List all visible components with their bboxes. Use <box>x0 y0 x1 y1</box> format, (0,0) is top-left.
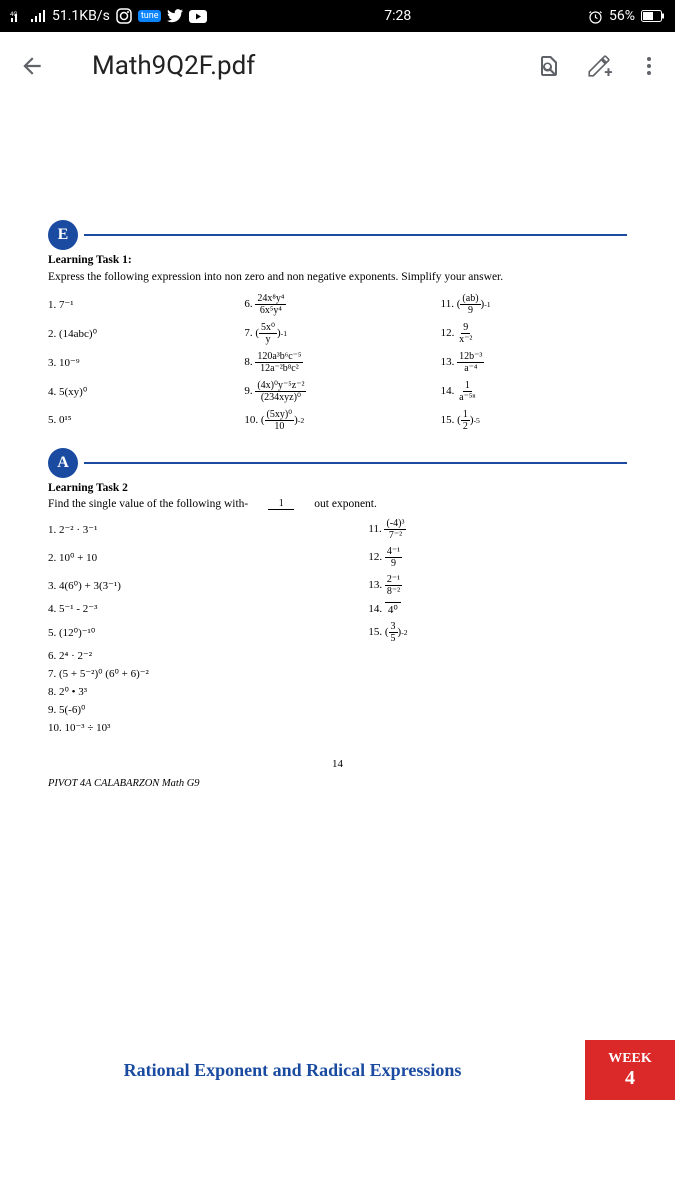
document-title: Math9Q2F.pdf <box>92 51 535 81</box>
signal-bars-icon <box>30 10 46 22</box>
item-12: 12. 9x⁻² <box>441 322 627 345</box>
more-menu-icon[interactable] <box>635 52 663 80</box>
a-item-13: 13. 2⁻¹8⁻² <box>368 574 627 597</box>
a-item-9: 9. 5(-6)⁰ <box>48 703 358 716</box>
status-time: 7:28 <box>384 8 411 24</box>
section-a-badge: A <box>48 448 78 478</box>
app-bar: Math9Q2F.pdf + <box>0 32 675 100</box>
item-1: 1. 7⁻¹ <box>48 293 234 316</box>
network-speed: 51.1KB/s <box>52 8 110 24</box>
a-item-15: 15. (35)-2 <box>368 621 627 644</box>
a-item-5: 5. (12⁰)⁻¹⁰ <box>48 621 358 644</box>
a-item-4: 4. 5⁻¹ - 2⁻³ <box>48 602 358 616</box>
task1-title: Learning Task 1: <box>48 254 627 266</box>
a-item-11: 11. (-4)³7⁻² <box>368 518 627 541</box>
back-button[interactable] <box>12 46 52 86</box>
status-right: 56% <box>588 8 665 24</box>
page-number: 14 <box>332 758 343 770</box>
item-2: 2. (14abc)⁰ <box>48 322 234 345</box>
item-14: 14. 1a⁻⁵ⁿ <box>441 380 627 403</box>
a-item-14: 14. 4⁰ <box>368 602 627 616</box>
item-15: 15. (12)-5 <box>441 409 627 432</box>
task1-grid: 1. 7⁻¹ 6. 24x⁸y⁴6x⁵y⁴ 11. ((ab)9)-1 2. (… <box>48 293 627 432</box>
instagram-icon <box>116 8 132 24</box>
section-e-header: E <box>48 220 627 250</box>
item-5: 5. 0¹⁵ <box>48 409 234 432</box>
task1-desc: Express the following expression into no… <box>48 270 627 285</box>
a-item-1: 1. 2⁻² · 3⁻¹ <box>48 518 358 541</box>
battery-percent: 56% <box>609 8 635 24</box>
signal-4g-icon: 4G <box>10 10 24 22</box>
a-item-6: 6. 2⁴ · 2⁻² <box>48 649 358 662</box>
chapter-title: Rational Exponent and Radical Expression… <box>0 1060 585 1081</box>
a-item-8: 8. 2⁰ • 3³ <box>48 685 358 698</box>
chapter-footer: Rational Exponent and Radical Expression… <box>0 1040 675 1100</box>
a-item-2: 2. 10⁰ + 10 <box>48 546 358 569</box>
svg-text:+: + <box>604 63 612 79</box>
task2-desc-b: out exponent. <box>314 498 377 510</box>
week-label: WEEK <box>608 1051 652 1067</box>
item-10: 10. ((5xy)⁰10)-2 <box>244 409 430 432</box>
app-badge-icon: tune <box>138 10 162 22</box>
alarm-icon <box>588 9 603 24</box>
item-6: 6. 24x⁸y⁴6x⁵y⁴ <box>244 293 430 316</box>
annotate-icon[interactable]: + <box>585 52 613 80</box>
page-viewport[interactable]: NG ED RAN MD CALABARZ E Learning Task 1:… <box>0 100 675 1100</box>
page-footer-source: PIVOT 4A CALABARZON Math G9 <box>48 778 200 789</box>
item-4: 4. 5(xy)⁰ <box>48 380 234 403</box>
item-8: 8. 120a³b⁶c⁻⁵12a⁻²b⁸c² <box>244 351 430 374</box>
section-e-badge: E <box>48 220 78 250</box>
task2-desc-a: Find the single value of the following w… <box>48 498 248 510</box>
a-item-10: 10. 10⁻³ ÷ 10³ <box>48 721 358 734</box>
battery-icon <box>641 10 665 22</box>
a-item-3: 3. 4(6⁰) + 3(3⁻¹) <box>48 574 358 597</box>
status-bar: 4G 51.1KB/s tune 7:28 56% <box>0 0 675 32</box>
a-item-12: 12. 4⁻¹9 <box>368 546 627 569</box>
svg-text:4G: 4G <box>10 11 17 18</box>
find-in-page-icon[interactable] <box>535 52 563 80</box>
item-11: 11. ((ab)9)-1 <box>441 293 627 316</box>
youtube-icon <box>189 10 207 23</box>
week-badge: WEEK 4 <box>585 1040 675 1100</box>
document-page: E Learning Task 1: Express the following… <box>48 220 627 789</box>
item-13: 13. 12b⁻³a⁻⁴ <box>441 351 627 374</box>
item-3: 3. 10⁻⁹ <box>48 351 234 374</box>
item-9: 9. (4x)⁰y⁻⁵z⁻²(234xyz)⁰ <box>244 380 430 403</box>
item-7: 7. (5x⁰y)-1 <box>244 322 430 345</box>
week-number: 4 <box>625 1067 635 1090</box>
twitter-icon <box>167 9 183 23</box>
a-item-7: 7. (5 + 5⁻²)⁰ (6⁰ + 6)⁻² <box>48 667 358 680</box>
task2-grid: 1. 2⁻² · 3⁻¹ 11. (-4)³7⁻² 2. 10⁰ + 10 12… <box>48 518 627 734</box>
section-a-header: A <box>48 448 627 478</box>
status-left: 4G 51.1KB/s tune <box>10 8 207 24</box>
task2-title: Learning Task 2 <box>48 482 627 494</box>
